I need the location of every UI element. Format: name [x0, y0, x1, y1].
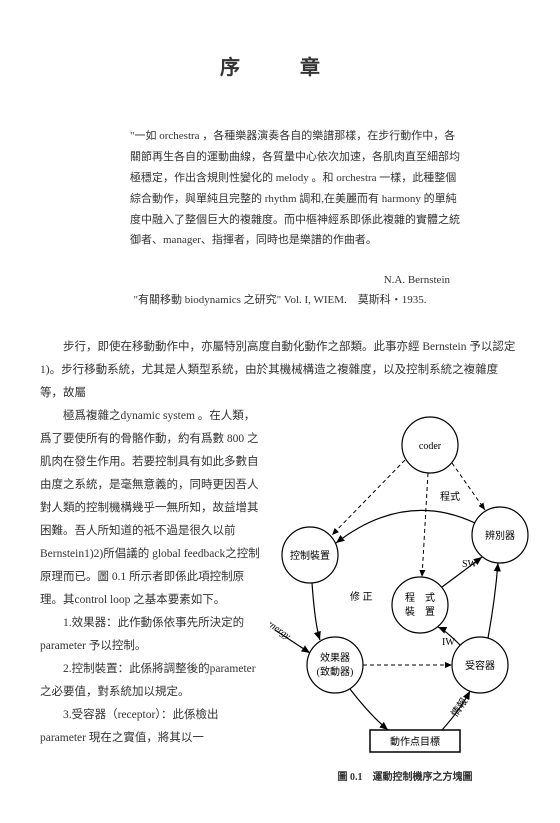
- edge-info-label: 情報: [448, 695, 470, 719]
- edge-iw-label: IW: [442, 637, 455, 648]
- epigraph-citation: "有關移動 biodynamics 之研究" Vol. I, WIEM. 莫斯科…: [40, 291, 520, 311]
- node-effector-label-2: (致動器): [317, 665, 354, 678]
- control-diagram: coder 控制裝置 辨別器 程 式 裝 置 效果器 (致動器) 受容器 動作点…: [270, 405, 540, 765]
- node-receptor-label: 受容器: [465, 659, 495, 672]
- list-item-2: 2.控制裝置：此係將調整後的parameter 之必要值，對系統加以規定。: [40, 658, 260, 704]
- edge-sw-label: SW: [462, 559, 478, 570]
- node-coder-label: coder: [419, 441, 442, 452]
- paragraph-2: 極爲複雜之dynamic system 。在人類，爲了要使所有的骨骼作動，約有爲…: [40, 405, 260, 612]
- node-discriminator-label: 辨別器: [485, 529, 515, 542]
- node-control-label: 控制裝置: [290, 549, 330, 562]
- edge-program-label: 程式: [440, 490, 460, 503]
- chapter-title: 序 章: [40, 50, 520, 86]
- node-program-label-1: 程 式: [405, 591, 435, 604]
- list-item-3: 3.受容器（receptor）：此係檢出parameter 現在之實值，將其以一: [40, 704, 260, 750]
- node-effector-label-1: 效果器: [320, 651, 350, 664]
- node-program-label-2: 裝 置: [405, 605, 435, 618]
- epigraph-author: N.A. Bernstein: [40, 271, 450, 291]
- figure-caption: 圖 0.1 運動控制機序之方塊圖: [270, 769, 540, 787]
- epigraph-quote: "一如 orchestra ，各種樂器演奏各自的樂譜那樣，在步行動作中，各關節再…: [130, 126, 460, 251]
- paragraph-1: 步行，即使在移動動作中，亦屬特別高度自動化動作之部類。此事亦經 Bernstei…: [40, 336, 520, 405]
- edge-energy-label: energy: [270, 618, 293, 643]
- node-target-label: 動作点目標: [390, 735, 440, 748]
- list-item-1: 1.效果器：此作動係依事先所決定的parameter 予以控制。: [40, 612, 260, 658]
- edge-correction-label: 修 正: [350, 590, 373, 603]
